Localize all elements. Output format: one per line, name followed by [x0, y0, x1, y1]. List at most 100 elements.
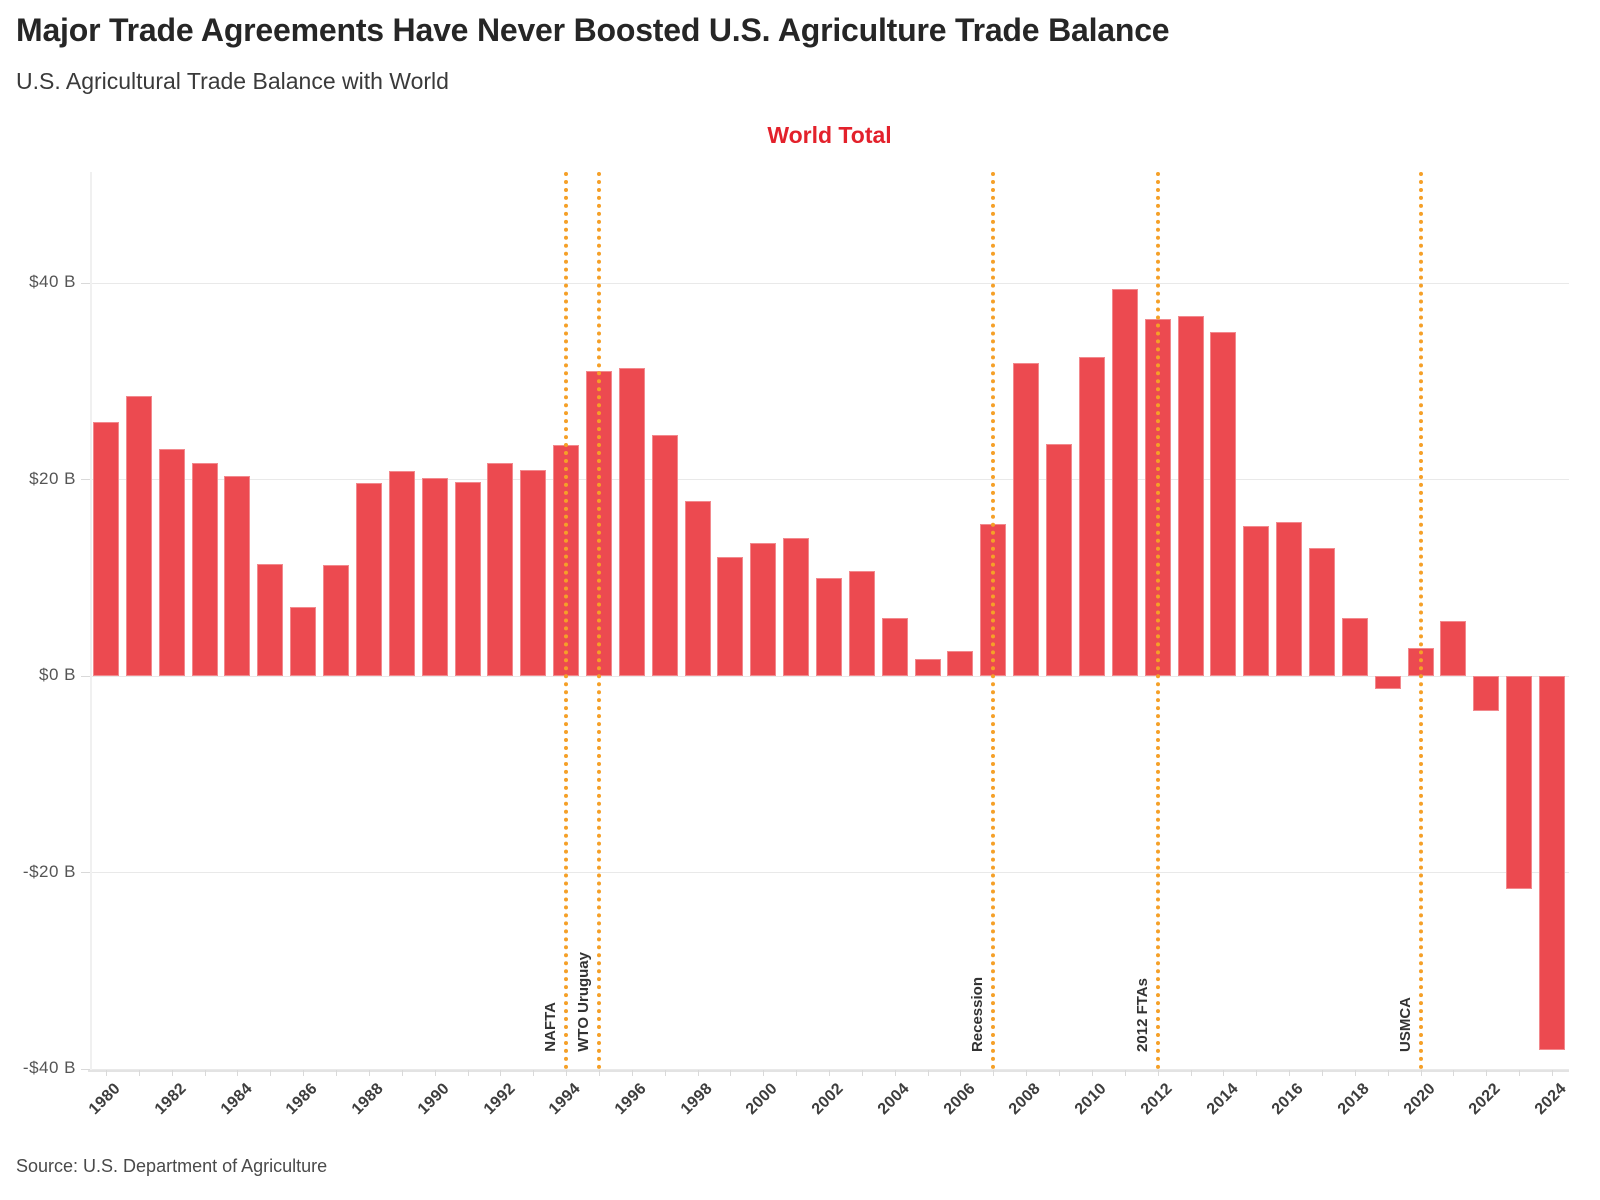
x-axis-label: 2012	[1137, 1080, 1176, 1119]
bar-1989	[388, 470, 415, 676]
bar-1988	[355, 483, 382, 676]
y-axis-label: $20 B	[29, 468, 76, 488]
x-axis-tick	[237, 1070, 239, 1076]
x-axis-label: 2024	[1531, 1080, 1571, 1119]
bar-2014	[1210, 332, 1237, 676]
x-axis-tick	[697, 1070, 699, 1076]
bar-1981	[125, 396, 152, 676]
bar-2019	[1374, 676, 1401, 689]
event-label-2012-ftas: 2012 FTAs	[1133, 978, 1151, 1052]
y-axis-tick	[81, 282, 90, 284]
x-axis-tick	[1289, 1070, 1291, 1076]
x-axis-label: 2008	[1006, 1080, 1045, 1119]
gridline	[90, 1068, 1569, 1070]
x-axis-tick	[796, 1070, 798, 1076]
x-axis-tick	[1354, 1070, 1356, 1076]
x-axis-label: 1990	[414, 1080, 453, 1119]
bar-2022	[1473, 676, 1500, 712]
x-axis-label: 2020	[1400, 1080, 1439, 1119]
y-axis-label: $0 B	[39, 665, 76, 685]
x-axis-tick	[1223, 1070, 1225, 1076]
x-axis-tick	[894, 1070, 896, 1076]
x-axis-label: 2004	[874, 1080, 913, 1119]
x-axis-tick	[566, 1070, 568, 1076]
x-axis-tick	[204, 1070, 206, 1076]
x-axis-line	[88, 1070, 1569, 1072]
x-axis-label: 2016	[1269, 1080, 1308, 1119]
x-axis-label: 2018	[1334, 1080, 1373, 1119]
bar-2018	[1341, 618, 1368, 676]
x-axis-tick	[927, 1070, 929, 1076]
x-axis-tick	[960, 1070, 962, 1076]
x-axis-tick	[1321, 1070, 1323, 1076]
x-axis-label: 2022	[1466, 1080, 1505, 1119]
x-axis-tick	[861, 1070, 863, 1076]
bar-1983	[191, 462, 218, 676]
source-note: Source: U.S. Department of Agriculture	[16, 1156, 328, 1176]
bar-2008	[1013, 362, 1040, 676]
x-axis-tick	[1026, 1070, 1028, 1076]
event-line-2012-ftas	[1155, 172, 1160, 1070]
bar-1985	[257, 564, 284, 676]
bar-2009	[1046, 444, 1073, 676]
bar-1996	[618, 368, 645, 676]
x-axis-tick	[368, 1070, 370, 1076]
x-axis-tick	[1387, 1070, 1389, 1076]
x-axis-label: 1998	[677, 1080, 716, 1119]
bar-1997	[651, 435, 678, 676]
x-axis-tick	[533, 1070, 535, 1076]
bar-2013	[1177, 316, 1204, 676]
bar-1998	[684, 501, 711, 676]
x-axis-tick	[1453, 1070, 1455, 1076]
x-axis-tick	[763, 1070, 765, 1076]
x-axis-tick	[1124, 1070, 1126, 1076]
zero-gridline	[90, 675, 1569, 677]
x-axis-label: 2010	[1071, 1080, 1110, 1119]
x-axis-label: 1994	[546, 1080, 585, 1119]
x-axis-tick	[401, 1070, 403, 1076]
x-axis-label: 1988	[348, 1080, 387, 1119]
event-label-recession: Recession	[969, 976, 987, 1052]
x-axis-tick	[631, 1070, 633, 1076]
bar-1984	[224, 475, 251, 676]
plot-area: $40 B $20 B $0 B -$20 B -$40 B 1980 1982 1984 19…	[23, 172, 1570, 1118]
bar-2004	[881, 618, 908, 676]
x-axis-label: 2000	[743, 1080, 782, 1119]
event-label-wto-uruguay: WTO Uruguay	[574, 952, 592, 1052]
x-axis-label: 1982	[151, 1080, 190, 1119]
event-line-nafta	[564, 172, 569, 1070]
y-axis-tick	[81, 872, 90, 874]
gridline	[90, 479, 1569, 481]
x-axis-tick	[730, 1070, 732, 1076]
x-axis-tick	[270, 1070, 272, 1076]
bar-2002	[816, 577, 842, 676]
event-label-usmca: USMCA	[1396, 997, 1414, 1052]
gridline	[90, 282, 1569, 284]
y-axis-label: $40 B	[29, 272, 76, 292]
event-label-nafta: NAFTA	[542, 1002, 560, 1052]
x-axis-tick	[1420, 1070, 1422, 1076]
bar-1980	[93, 421, 119, 676]
bar-2023	[1506, 676, 1533, 890]
x-axis-label: 1992	[480, 1080, 519, 1119]
x-axis-label: 1996	[611, 1080, 650, 1119]
x-axis-tick	[664, 1070, 666, 1076]
x-axis-tick	[993, 1070, 995, 1076]
legend-world-total: World Total	[767, 122, 892, 148]
bar-2015	[1243, 525, 1270, 676]
x-axis-tick	[500, 1070, 502, 1076]
x-axis-tick	[303, 1070, 305, 1076]
x-axis-tick	[1552, 1070, 1553, 1076]
x-axis-label: 2014	[1203, 1080, 1242, 1119]
bar-2016	[1276, 521, 1303, 677]
x-axis-tick	[598, 1070, 600, 1076]
x-axis-tick	[1256, 1070, 1258, 1076]
x-axis-tick	[1157, 1070, 1159, 1076]
x-axis-label: 1984	[217, 1080, 256, 1119]
x-axis-tick	[106, 1070, 107, 1076]
bar-2000	[750, 543, 777, 676]
event-line-wto-uruguay	[596, 172, 601, 1070]
x-axis-tick	[1190, 1070, 1192, 1076]
bar-2001	[783, 538, 810, 677]
